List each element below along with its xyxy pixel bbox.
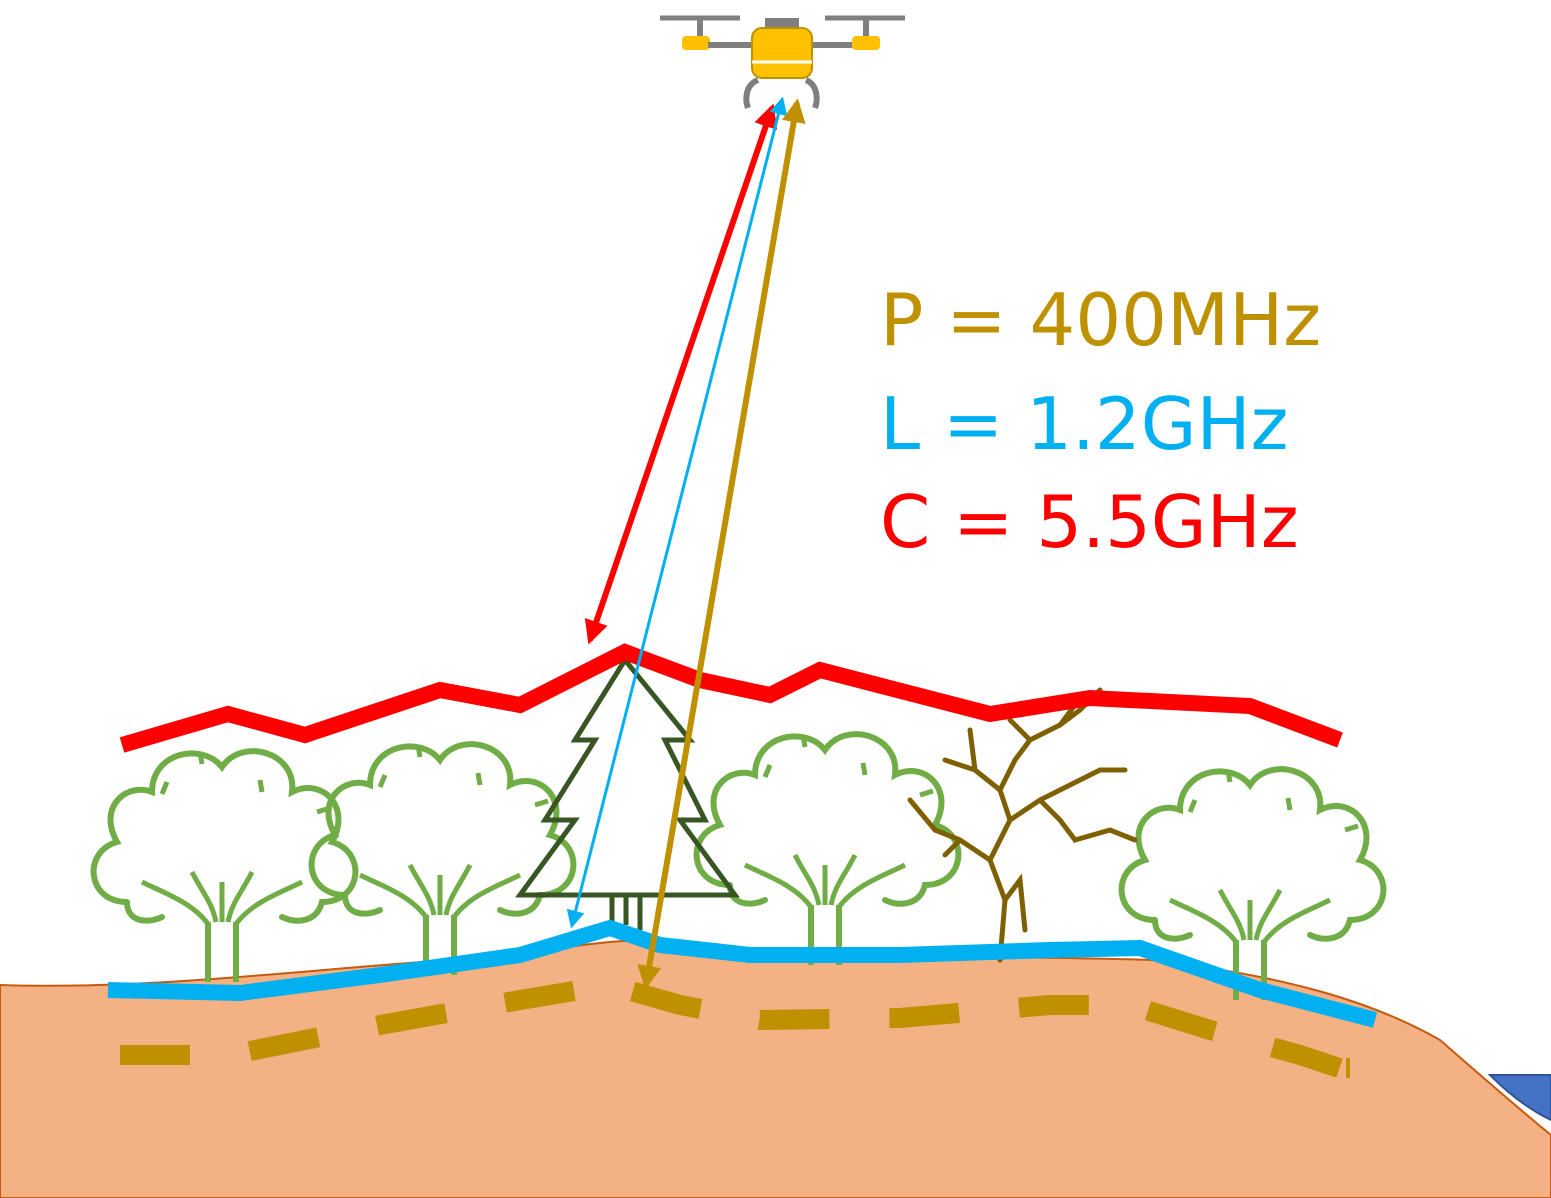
legend-l-band: L = 1.2GHz	[880, 382, 1289, 466]
p-band-signal-arrow	[637, 98, 806, 990]
legend-c-band: C = 5.5GHz	[880, 480, 1299, 564]
deciduous-tree-icon	[697, 734, 959, 965]
drone-icon	[660, 15, 905, 110]
p-band-ground-line	[120, 974, 1349, 1080]
legend-p-band: P = 400MHz	[880, 278, 1321, 362]
deciduous-tree-icon	[94, 751, 356, 982]
c-band-canopy-line	[119, 643, 1343, 753]
dead-tree-icon	[907, 687, 1138, 963]
c-band-signal-arrow	[584, 103, 778, 645]
